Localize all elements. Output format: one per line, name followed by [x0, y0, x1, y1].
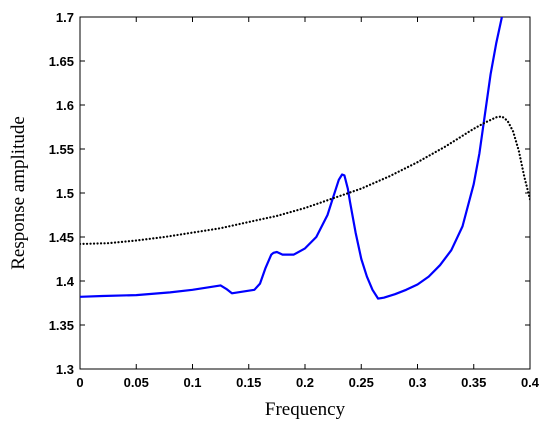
x-tick-label: 0.1 [183, 375, 201, 390]
series-layer [80, 17, 530, 300]
y-tick-label: 1.65 [49, 54, 74, 69]
x-tick-label: 0.4 [521, 375, 540, 390]
y-tick-label: 1.7 [56, 10, 74, 25]
x-tick-label: 0.15 [236, 375, 261, 390]
y-tick-label: 1.5 [56, 186, 74, 201]
dotted-series-line [80, 115, 530, 246]
x-tick-label: 0.2 [296, 375, 314, 390]
plot-area-frame [79, 16, 531, 370]
x-axis-ticks: 0 0.05 0.1 0.15 0.2 0.25 0.3 0.35 0.4 [76, 17, 540, 390]
x-tick-label: 0.35 [461, 375, 486, 390]
x-tick-label: 0 [76, 375, 83, 390]
y-tick-label: 1.45 [49, 230, 74, 245]
x-tick-label: 0.25 [349, 375, 374, 390]
x-axis-title: Frequency [265, 399, 346, 420]
x-tick-label: 0.3 [408, 375, 426, 390]
y-tick-label: 1.35 [49, 318, 74, 333]
y-tick-label: 1.3 [56, 362, 74, 377]
y-axis-ticks: 1.3 1.35 1.4 1.45 1.5 1.55 1.6 1.65 1.7 [49, 10, 530, 377]
y-tick-label: 1.55 [49, 142, 74, 157]
y-tick-label: 1.4 [56, 274, 75, 289]
y-axis-title: Response amplitude [8, 116, 29, 270]
y-tick-label: 1.6 [56, 98, 74, 113]
solid-series-line [80, 17, 503, 300]
x-tick-label: 0.05 [124, 375, 149, 390]
